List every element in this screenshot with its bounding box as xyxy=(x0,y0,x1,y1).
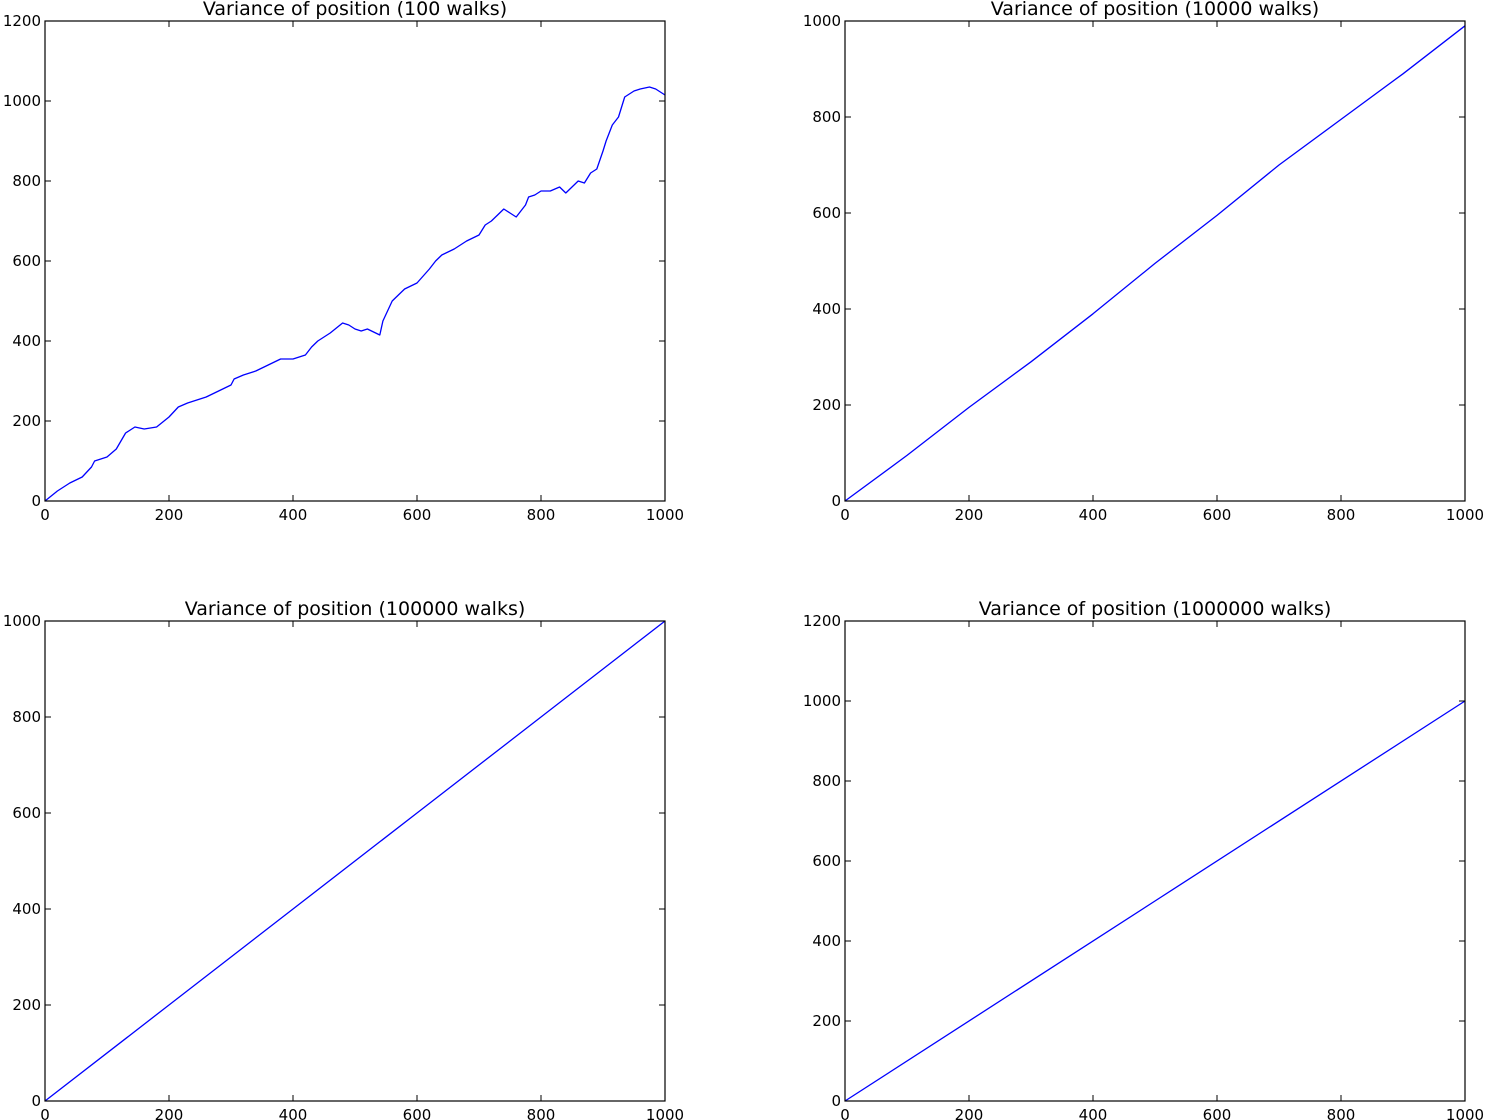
y-tick-label: 0 xyxy=(31,492,41,510)
x-tick-label: 800 xyxy=(1327,1106,1356,1120)
x-tick-label: 200 xyxy=(155,506,184,524)
y-tick-label: 1200 xyxy=(3,12,41,30)
x-tick-label: 200 xyxy=(955,1106,984,1120)
y-tick-label: 600 xyxy=(812,204,841,222)
chart-title: Variance of position (100000 walks) xyxy=(185,598,526,620)
y-tick-label: 400 xyxy=(12,900,41,918)
y-tick-label: 200 xyxy=(812,1012,841,1030)
axes-frame xyxy=(44,20,666,502)
y-tick-label: 1200 xyxy=(803,612,841,630)
y-tick-label: 1000 xyxy=(803,692,841,710)
x-tick-label: 400 xyxy=(279,1106,308,1120)
x-tick-label: 800 xyxy=(527,1106,556,1120)
y-tick-label: 600 xyxy=(12,252,41,270)
x-tick-label: 600 xyxy=(403,506,432,524)
chart-panel: Variance of position (100 walks) 0 200 400 6… xyxy=(3,0,684,524)
x-tick-label: 600 xyxy=(403,1106,432,1120)
chart-title: Variance of position (10000 walks) xyxy=(991,0,1319,20)
y-tick-label: 600 xyxy=(12,804,41,822)
x-tick-label: 800 xyxy=(1327,506,1356,524)
y-tick-label: 0 xyxy=(31,1092,41,1110)
y-tick-label: 200 xyxy=(12,996,41,1014)
series-line xyxy=(44,86,666,502)
chart-panel: Variance of position (10000 walks) 0 200 40… xyxy=(803,0,1484,524)
x-tick-label: 0 xyxy=(40,506,50,524)
x-tick-label: 0 xyxy=(840,1106,850,1120)
y-tick-label: 0 xyxy=(831,492,841,510)
x-tick-label: 800 xyxy=(527,506,556,524)
x-tick-label: 400 xyxy=(279,506,308,524)
y-tick-label: 1000 xyxy=(803,12,841,30)
axes-frame xyxy=(844,20,1466,502)
axes-frame xyxy=(844,620,1466,1102)
series-line xyxy=(844,25,1466,502)
y-tick-label: 600 xyxy=(812,852,841,870)
x-tick-label: 600 xyxy=(1203,506,1232,524)
y-tick-label: 1000 xyxy=(3,612,41,630)
y-tick-label: 0 xyxy=(831,1092,841,1110)
x-tick-label: 600 xyxy=(1203,1106,1232,1120)
x-tick-label: 400 xyxy=(1079,506,1108,524)
y-tick-label: 800 xyxy=(812,772,841,790)
x-tick-label: 200 xyxy=(955,506,984,524)
y-tick-label: 1000 xyxy=(3,92,41,110)
axes-frame xyxy=(44,620,666,1102)
x-tick-label: 1000 xyxy=(1446,506,1484,524)
y-tick-label: 400 xyxy=(812,932,841,950)
y-tick-label: 800 xyxy=(12,708,41,726)
x-tick-label: 0 xyxy=(840,506,850,524)
x-tick-label: 200 xyxy=(155,1106,184,1120)
series-line xyxy=(844,700,1466,1102)
x-tick-label: 1000 xyxy=(646,506,684,524)
chart-panel: Variance of position (1000000 walks) 0 200… xyxy=(803,598,1484,1120)
x-tick-label: 1000 xyxy=(1446,1106,1484,1120)
y-tick-label: 400 xyxy=(812,300,841,318)
chart-panel: Variance of position (100000 walks) 0 200 4… xyxy=(3,598,684,1120)
x-tick-label: 400 xyxy=(1079,1106,1108,1120)
y-tick-label: 200 xyxy=(812,396,841,414)
chart-title: Variance of position (100 walks) xyxy=(203,0,507,20)
y-tick-label: 800 xyxy=(812,108,841,126)
chart-title: Variance of position (1000000 walks) xyxy=(979,598,1332,620)
x-tick-label: 0 xyxy=(40,1106,50,1120)
y-tick-label: 800 xyxy=(12,172,41,190)
series-line xyxy=(44,620,666,1102)
y-tick-label: 200 xyxy=(12,412,41,430)
x-tick-label: 1000 xyxy=(646,1106,684,1120)
y-tick-label: 400 xyxy=(12,332,41,350)
